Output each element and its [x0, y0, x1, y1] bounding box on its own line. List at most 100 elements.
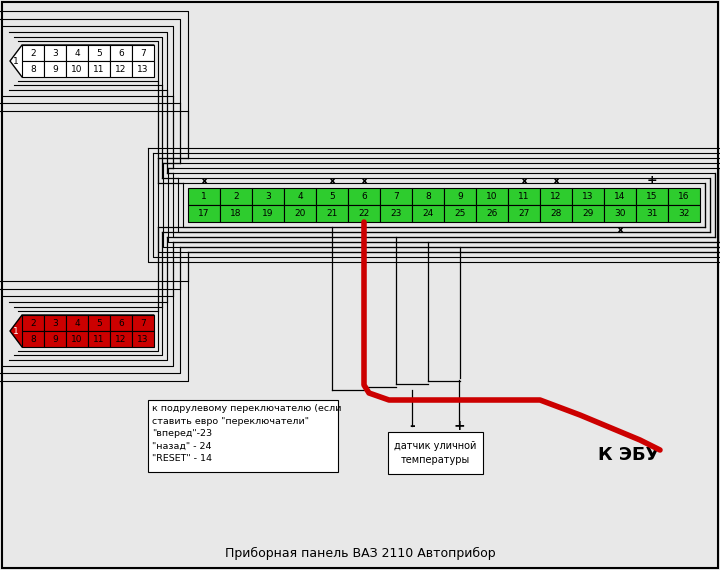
Text: 2: 2	[30, 48, 36, 58]
Text: 9: 9	[52, 335, 58, 344]
Bar	[412, 188, 444, 205]
Bar	[668, 205, 700, 222]
Bar	[22, 331, 44, 347]
Text: 5: 5	[329, 192, 335, 201]
Text: 20: 20	[294, 209, 306, 218]
Text: 19: 19	[262, 209, 274, 218]
Text: 25: 25	[454, 209, 466, 218]
Bar	[88, 61, 110, 77]
Bar	[132, 315, 154, 331]
Bar	[476, 188, 508, 205]
Bar	[284, 205, 316, 222]
Text: +: +	[647, 174, 657, 188]
Text: 28: 28	[550, 209, 562, 218]
Text: 21: 21	[326, 209, 338, 218]
Text: Приборная панель ВАЗ 2110 Автоприбор: Приборная панель ВАЗ 2110 Автоприбор	[225, 547, 495, 560]
Bar	[44, 331, 66, 347]
Bar	[44, 61, 66, 77]
Bar	[348, 205, 380, 222]
Text: 6: 6	[361, 192, 367, 201]
Bar	[220, 188, 252, 205]
Text: 13: 13	[138, 335, 149, 344]
Bar	[388, 432, 483, 474]
Text: 24: 24	[423, 209, 433, 218]
Polygon shape	[10, 45, 154, 77]
Bar	[572, 188, 604, 205]
Bar	[444, 188, 476, 205]
Text: 30: 30	[614, 209, 626, 218]
Bar	[66, 45, 88, 61]
Text: x: x	[521, 176, 528, 186]
Text: 9: 9	[52, 64, 58, 74]
Text: 16: 16	[678, 192, 690, 201]
Text: 9: 9	[457, 192, 463, 201]
Bar	[132, 331, 154, 347]
Bar	[636, 205, 668, 222]
Text: 13: 13	[138, 64, 149, 74]
Text: 27: 27	[518, 209, 530, 218]
Bar	[444, 205, 476, 222]
Bar	[88, 45, 110, 61]
Text: 15: 15	[647, 192, 658, 201]
Text: 13: 13	[582, 192, 594, 201]
Bar	[110, 61, 132, 77]
Text: 32: 32	[678, 209, 690, 218]
Bar	[508, 205, 540, 222]
Text: 11: 11	[94, 64, 104, 74]
Bar	[66, 315, 88, 331]
Bar	[476, 205, 508, 222]
Text: 2: 2	[233, 192, 239, 201]
Bar	[604, 188, 636, 205]
Polygon shape	[10, 315, 154, 347]
Text: 23: 23	[390, 209, 402, 218]
Bar	[22, 315, 44, 331]
Text: 4: 4	[297, 192, 303, 201]
Bar	[110, 45, 132, 61]
Text: 14: 14	[614, 192, 626, 201]
Bar	[22, 45, 44, 61]
Text: 17: 17	[198, 209, 210, 218]
Text: 10: 10	[486, 192, 498, 201]
Text: 5: 5	[96, 319, 102, 328]
Bar	[348, 188, 380, 205]
Bar	[110, 331, 132, 347]
Text: x: x	[552, 176, 559, 186]
Bar	[540, 188, 572, 205]
Bar	[88, 315, 110, 331]
Text: 11: 11	[518, 192, 530, 201]
Text: 6: 6	[118, 48, 124, 58]
Text: 7: 7	[140, 319, 146, 328]
Text: 12: 12	[550, 192, 562, 201]
Bar	[88, 331, 110, 347]
Text: 7: 7	[393, 192, 399, 201]
Bar	[284, 188, 316, 205]
Bar	[188, 205, 220, 222]
Text: x: x	[616, 225, 624, 235]
Text: датчик уличной
температуры: датчик уличной температуры	[395, 441, 477, 465]
Text: 26: 26	[486, 209, 498, 218]
Bar	[110, 315, 132, 331]
Bar	[540, 205, 572, 222]
Text: 12: 12	[115, 64, 127, 74]
Bar	[380, 188, 412, 205]
Text: 10: 10	[71, 335, 83, 344]
Bar	[66, 331, 88, 347]
Text: 1: 1	[13, 327, 19, 336]
Text: 18: 18	[230, 209, 242, 218]
Bar	[44, 315, 66, 331]
Text: -: -	[409, 419, 415, 433]
Text: +: +	[454, 419, 465, 433]
Text: 8: 8	[425, 192, 431, 201]
Bar	[412, 205, 444, 222]
Text: 3: 3	[265, 192, 271, 201]
Text: 8: 8	[30, 335, 36, 344]
Bar	[668, 188, 700, 205]
Text: 29: 29	[582, 209, 594, 218]
Bar	[220, 205, 252, 222]
Text: 6: 6	[118, 319, 124, 328]
Text: К ЭБУ: К ЭБУ	[598, 446, 660, 464]
Bar	[148, 400, 338, 472]
Bar	[316, 188, 348, 205]
Text: к подрулевому переключателю (если
ставить евро "переключатели"
"вперед"-23
"наза: к подрулевому переключателю (если ставит…	[152, 404, 341, 463]
Text: x: x	[361, 176, 368, 186]
